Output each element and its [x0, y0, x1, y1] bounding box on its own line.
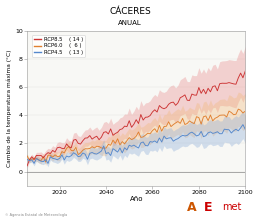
X-axis label: Año: Año [129, 196, 143, 202]
Text: CÁCERES: CÁCERES [109, 7, 151, 15]
Legend: RCP8.5    ( 14 ), RCP6.0    (  6 ), RCP4.5    ( 13 ): RCP8.5 ( 14 ), RCP6.0 ( 6 ), RCP4.5 ( 13… [32, 35, 85, 57]
Text: © Agencia Estatal de Meteorología: © Agencia Estatal de Meteorología [5, 213, 67, 217]
Text: ANUAL: ANUAL [118, 20, 142, 26]
Y-axis label: Cambio de la temperatura máxima (°C): Cambio de la temperatura máxima (°C) [7, 49, 12, 167]
Text: E: E [204, 201, 213, 214]
Text: A: A [187, 201, 197, 214]
Text: met: met [222, 202, 242, 212]
